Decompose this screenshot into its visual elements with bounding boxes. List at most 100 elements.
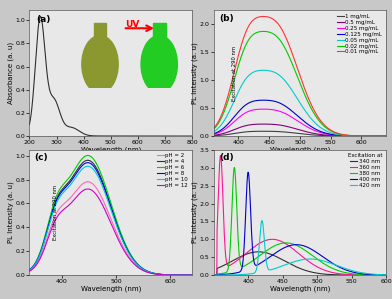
pH = 6 <box>105 189 109 193</box>
380 nm <box>211 273 216 277</box>
0.02 mg/mL <box>294 71 298 75</box>
pH = 8 <box>85 161 90 164</box>
Y-axis label: PL Intensity (a. u): PL Intensity (a. u) <box>192 181 198 243</box>
Line: 360 nm: 360 nm <box>214 155 386 275</box>
0.02 mg/mL <box>384 134 388 138</box>
pH = 4 <box>161 273 165 276</box>
pH = 8 <box>161 273 165 276</box>
pH = 12 <box>124 253 129 257</box>
0.02 mg/mL <box>380 134 385 138</box>
360 nm <box>384 273 388 277</box>
pH = 2 <box>161 273 165 277</box>
380 nm <box>242 264 247 268</box>
Line: 1 mg/mL: 1 mg/mL <box>214 131 386 136</box>
Line: 420 nm: 420 nm <box>214 221 386 275</box>
pH = 12 <box>105 213 109 216</box>
pH = 4 <box>186 273 191 277</box>
pH = 6 <box>85 154 90 157</box>
pH = 4 <box>27 268 32 272</box>
Line: 0.5 mg/mL: 0.5 mg/mL <box>214 124 386 136</box>
pH = 6 <box>27 268 32 271</box>
380 nm <box>341 270 346 274</box>
pH = 10 <box>161 273 165 276</box>
360 nm <box>341 272 346 276</box>
pH = 4 <box>190 273 194 277</box>
0.25 mg/mL <box>384 134 388 138</box>
420 nm <box>256 257 260 261</box>
340 nm <box>290 263 294 267</box>
0.05 mg/mL <box>384 134 388 138</box>
Text: (d): (d) <box>219 153 234 162</box>
Line: 380 nm: 380 nm <box>214 167 386 275</box>
0.25 mg/mL <box>305 125 310 129</box>
400 nm <box>256 263 261 266</box>
380 nm <box>384 273 388 277</box>
360 nm <box>327 270 332 274</box>
0.5 mg/mL <box>384 134 388 138</box>
420 nm <box>290 261 294 264</box>
420 nm <box>313 257 318 261</box>
pH = 2 <box>186 273 191 277</box>
X-axis label: Wavelength (nm): Wavelength (nm) <box>270 147 330 153</box>
pH = 8 <box>186 273 191 277</box>
pH = 2 <box>115 234 120 237</box>
1 mg/mL <box>295 132 299 135</box>
pH = 4 <box>105 195 110 199</box>
pH = 6 <box>115 222 120 226</box>
Text: (a): (a) <box>36 16 50 25</box>
pH = 8 <box>27 268 32 272</box>
380 nm <box>290 242 294 245</box>
400 nm <box>341 267 346 271</box>
0.01 mg/mL <box>384 134 388 138</box>
Line: 400 nm: 400 nm <box>214 172 386 275</box>
400 nm <box>246 170 250 174</box>
Line: 0.05 mg/mL: 0.05 mg/mL <box>214 70 386 136</box>
360 nm <box>218 154 223 157</box>
0.25 mg/mL <box>314 129 319 133</box>
1 mg/mL <box>294 131 298 135</box>
0.25 mg/mL <box>294 118 298 122</box>
360 nm <box>242 253 247 257</box>
400 nm <box>327 259 332 263</box>
pH = 8 <box>105 194 109 198</box>
pH = 8 <box>124 247 129 250</box>
380 nm <box>313 256 318 260</box>
0.125 mg/mL <box>261 98 266 102</box>
340 nm <box>327 273 332 276</box>
0.25 mg/mL <box>211 132 216 136</box>
pH = 10 <box>85 164 90 168</box>
0.02 mg/mL <box>211 127 216 131</box>
Line: 340 nm: 340 nm <box>214 252 386 275</box>
0.125 mg/mL <box>295 114 299 117</box>
400 nm <box>313 250 318 254</box>
0.25 mg/mL <box>295 119 299 122</box>
Text: Excitation at 290 nm: Excitation at 290 nm <box>53 185 58 240</box>
Y-axis label: PL Intensity (a. u): PL Intensity (a. u) <box>7 181 14 243</box>
Line: pH = 4: pH = 4 <box>29 160 192 275</box>
0.01 mg/mL <box>353 134 358 138</box>
pH = 12 <box>190 273 194 277</box>
340 nm <box>256 250 261 254</box>
Text: (b): (b) <box>219 14 234 23</box>
Text: Excitation at 290 nm: Excitation at 290 nm <box>232 46 237 101</box>
pH = 10 <box>105 197 109 200</box>
Line: 0.125 mg/mL: 0.125 mg/mL <box>214 100 386 136</box>
pH = 6 <box>190 273 194 277</box>
pH = 6 <box>124 245 129 248</box>
0.5 mg/mL <box>211 133 216 137</box>
pH = 2 <box>27 269 32 273</box>
Y-axis label: Absorbance (a. u): Absorbance (a. u) <box>7 42 14 104</box>
pH = 10 <box>115 227 120 231</box>
X-axis label: Wavelength (nm): Wavelength (nm) <box>80 147 141 153</box>
0.02 mg/mL <box>353 134 358 138</box>
0.02 mg/mL <box>261 30 266 33</box>
pH = 8 <box>190 273 194 277</box>
pH = 6 <box>161 273 165 276</box>
0.05 mg/mL <box>353 134 358 138</box>
420 nm <box>327 261 332 264</box>
0.05 mg/mL <box>380 134 385 138</box>
0.125 mg/mL <box>294 113 298 116</box>
0.02 mg/mL <box>305 99 310 102</box>
Line: 0.25 mg/mL: 0.25 mg/mL <box>214 109 386 136</box>
420 nm <box>384 273 388 277</box>
